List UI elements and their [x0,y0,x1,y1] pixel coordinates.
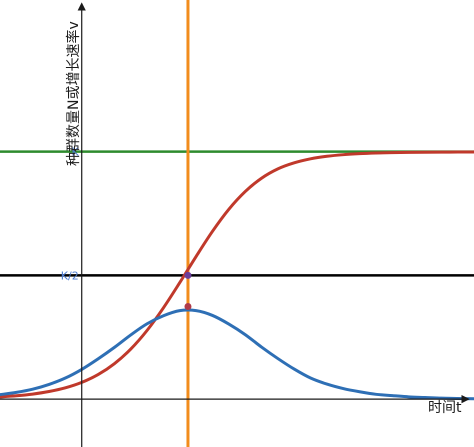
series-line-1 [0,308,474,401]
ref-labels: K K/2 [61,146,80,283]
y-axis-label: 种群数量N或增长速率v [65,21,82,166]
ref-label-0: K [72,146,80,159]
ref-label-1: K/2 [61,269,79,282]
x-axis-label: 时间t [428,400,462,416]
marked-point-1 [184,303,192,311]
points-layer [184,271,192,311]
series-layer [0,150,474,401]
series-line-0 [0,150,474,399]
marked-point-0 [184,271,192,279]
